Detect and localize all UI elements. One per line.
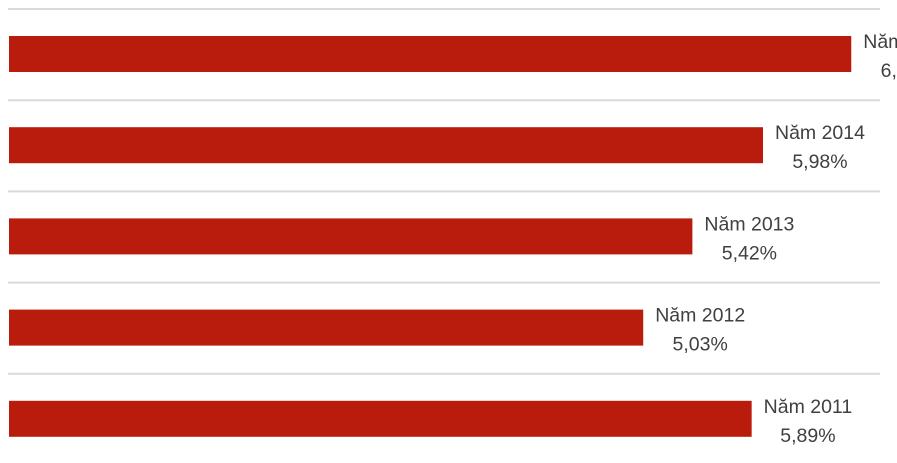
value-label: 6,68% (881, 60, 897, 82)
bar (9, 309, 644, 346)
value-label: 5,42% (722, 242, 777, 264)
category-label: Năm 2013 (704, 213, 794, 235)
value-label: 5,98% (792, 151, 847, 173)
category-label: Năm 2012 (655, 305, 745, 327)
value-label: 5,03% (673, 334, 728, 356)
bar (9, 36, 852, 72)
category-label: Năm 2014 (775, 122, 865, 144)
category-label: Năm 2011 (764, 396, 853, 418)
category-label: Năm 2015 (863, 31, 897, 53)
bar (9, 400, 752, 437)
bar (9, 218, 693, 255)
bar (9, 127, 763, 164)
value-label: 5,89% (780, 425, 835, 447)
